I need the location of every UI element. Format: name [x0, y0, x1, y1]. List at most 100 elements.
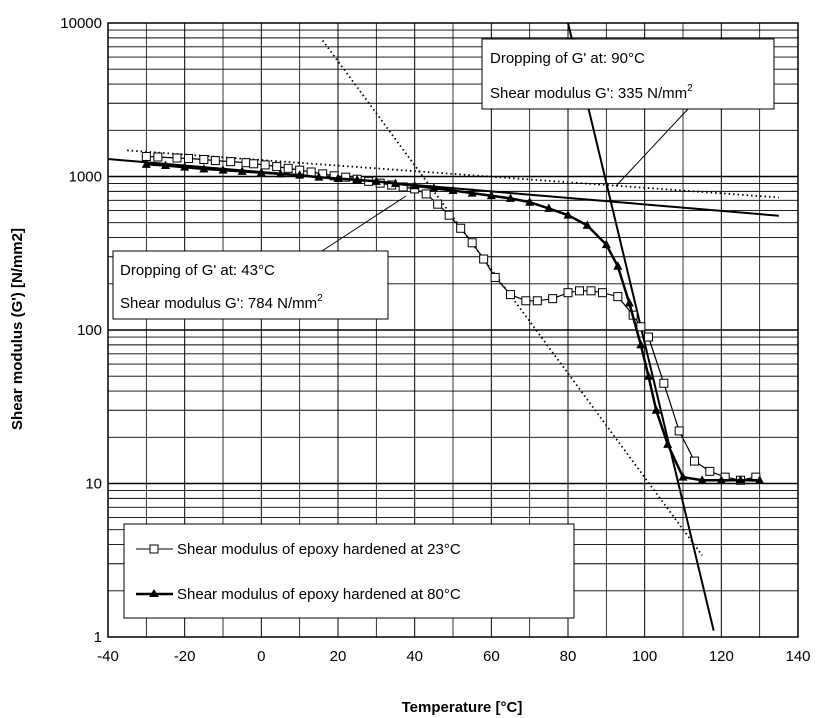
data-point-square [467, 238, 477, 248]
data-point-triangle [161, 160, 170, 169]
data-point-square [586, 286, 596, 296]
data-point-square [341, 172, 351, 182]
series-line-2 [146, 163, 760, 482]
x-tick-label: 100 [632, 648, 657, 665]
x-tick-label: 60 [483, 648, 500, 665]
annotation-43c: Dropping of G' at: 43°C Shear modulus G'… [112, 195, 407, 320]
data-point-triangle [141, 159, 151, 168]
annotation-pointer [615, 108, 689, 187]
data-point-triangle [371, 176, 381, 185]
data-point-triangle [506, 193, 515, 202]
y-tick-label: 10 [85, 476, 102, 493]
data-point-square [141, 151, 151, 161]
annotation-line1: Dropping of G' at: 43°C [120, 262, 275, 279]
annotation-line2: Shear modulus G': 784 N/mm2 [120, 293, 323, 312]
data-point-triangle [678, 472, 688, 481]
tick-labels: -40 -20 0 20 40 60 80 100 120 140 1 10 100 1000 10000 [60, 15, 810, 665]
data-point-triangle [180, 162, 190, 171]
data-point-square [272, 162, 282, 172]
data-point-triangle [644, 371, 653, 380]
data-point-triangle [237, 166, 247, 175]
x-tick-label: 40 [406, 648, 423, 665]
data-point-square [479, 254, 489, 264]
data-point-triangle [467, 188, 477, 197]
data-point-triangle [663, 439, 673, 448]
data-point-square [690, 456, 699, 466]
annotation-superscript: 2 [687, 83, 693, 94]
data-point-triangle [199, 163, 209, 173]
data-point-square [184, 153, 193, 163]
data-point-square [532, 296, 542, 306]
data-point-triangle [651, 405, 661, 414]
data-point-triangle [314, 172, 324, 181]
x-tick-label: 80 [560, 648, 577, 665]
y-tick-label: 1000 [69, 169, 102, 186]
data-point-triangle [486, 190, 496, 200]
legend-triangle-marker-icon [149, 589, 159, 597]
data-point-square [575, 286, 584, 296]
legend-box [123, 523, 575, 619]
data-point-triangle [544, 203, 554, 212]
annotation-line2-text: Shear modulus G': 335 N/mm [490, 85, 687, 102]
data-point-triangle [276, 168, 285, 178]
data-point-square [199, 155, 209, 165]
data-point-triangle [582, 220, 592, 229]
x-tick-label: 20 [330, 648, 347, 665]
data-point-triangle [736, 475, 745, 484]
data-point-triangle [410, 180, 420, 190]
data-point-triangle [448, 185, 458, 195]
data-point-triangle [601, 239, 611, 249]
data-point-triangle [352, 174, 362, 184]
data-point-square [226, 157, 236, 167]
data-point-square [506, 290, 515, 300]
legend-square-marker-icon [149, 544, 159, 554]
data-point-square [636, 322, 646, 332]
data-point-triangle [563, 210, 573, 219]
data-point-square [421, 189, 431, 199]
data-point-triangle [525, 197, 535, 206]
y-tick-label: 10000 [60, 15, 102, 32]
data-point-square [283, 163, 293, 173]
data-point-square [444, 210, 454, 220]
annotation-90c: Dropping of G' at: 90°C Shear modulus G'… [481, 38, 775, 187]
annotation-line2-text: Shear modulus G': 784 N/mm [120, 295, 317, 312]
data-point-square [674, 426, 684, 436]
x-tick-label: 0 [257, 648, 265, 665]
legend-item-23c: Shear modulus of epoxy hardened at 23°C [136, 541, 461, 558]
data-point-triangle [613, 261, 623, 270]
annotation-line1: Dropping of G' at: 90°C [490, 50, 645, 67]
x-tick-label: -20 [174, 648, 196, 665]
x-axis-title: Temperature [°C] [402, 699, 523, 716]
data-point-square [548, 294, 558, 304]
tangent-line-dotted [127, 149, 779, 199]
annotation-line2: Shear modulus G': 335 N/mm2 [490, 83, 693, 102]
data-point-square [172, 153, 182, 163]
data-point-triangle [295, 170, 305, 179]
data-point-square [563, 288, 573, 298]
data-point-triangle [636, 339, 646, 349]
data-point-square [521, 296, 531, 306]
annotation-box [481, 38, 775, 110]
data-point-square [490, 272, 500, 282]
x-tick-label: 120 [709, 648, 734, 665]
data-point-square [705, 466, 715, 476]
y-tick-label: 1 [94, 629, 102, 646]
annotation-box [112, 250, 389, 320]
data-point-square [433, 199, 443, 209]
data-point-triangle [716, 475, 726, 484]
data-point-square [210, 156, 220, 166]
y-axis-title: Shear modulus (G') [N/mm2] [9, 228, 26, 430]
data-point-square [249, 159, 259, 169]
legend-label: Shear modulus of epoxy hardened at 80°C [177, 586, 461, 603]
annotation-superscript: 2 [317, 293, 323, 304]
legend-label: Shear modulus of epoxy hardened at 23°C [177, 541, 461, 558]
data-point-square [598, 288, 607, 298]
data-point-triangle [429, 183, 439, 192]
data-point-triangle [256, 167, 266, 177]
y-tick-label: 100 [77, 322, 102, 339]
series-layer [141, 151, 765, 485]
x-tick-label: -40 [97, 648, 119, 665]
data-point-square [260, 160, 270, 170]
data-point-square [659, 378, 669, 388]
data-point-square [306, 167, 316, 177]
